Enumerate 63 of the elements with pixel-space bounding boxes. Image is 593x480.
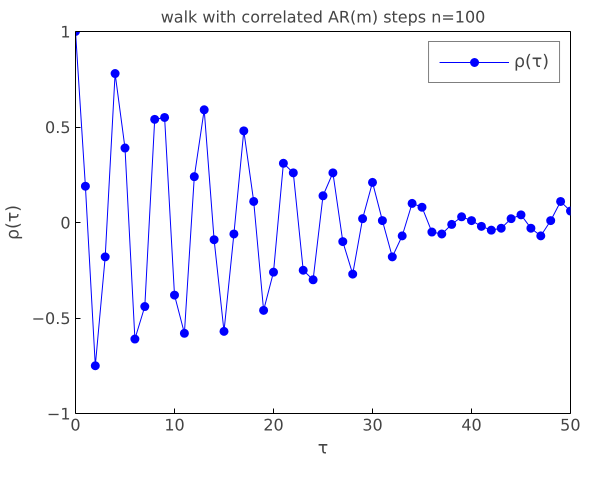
- x-tick-label: 20: [263, 416, 284, 434]
- point: [90, 361, 100, 370]
- x-tick-label: 50: [560, 416, 580, 434]
- x-tick-label: 10: [164, 416, 185, 434]
- point: [120, 144, 130, 152]
- point: [259, 306, 268, 315]
- point: [308, 275, 318, 284]
- point: [467, 216, 476, 226]
- point: [269, 268, 278, 277]
- point: [496, 224, 506, 233]
- legend-label: ρ(τ): [514, 52, 549, 72]
- point: [447, 220, 456, 229]
- point: [378, 216, 387, 226]
- point: [100, 252, 110, 262]
- point: [200, 105, 209, 114]
- point: [210, 235, 219, 244]
- point: [140, 302, 150, 312]
- point: [150, 114, 160, 124]
- point: [398, 231, 407, 240]
- point: [408, 198, 417, 208]
- point: [368, 178, 377, 187]
- point: [239, 126, 248, 136]
- x-tick-label: 40: [461, 416, 482, 434]
- point: [348, 270, 358, 279]
- point: [220, 326, 228, 336]
- point: [546, 216, 556, 226]
- point: [190, 172, 199, 182]
- point: [457, 212, 466, 222]
- point: [278, 158, 288, 168]
- point: [536, 231, 546, 240]
- point: [180, 328, 189, 338]
- point: [388, 252, 397, 262]
- point: [427, 228, 436, 237]
- point: [526, 224, 536, 233]
- point: [130, 334, 140, 344]
- y-axis-title: ρ(τ): [4, 205, 24, 240]
- y-tick-label: −0.5: [32, 309, 71, 328]
- point: [160, 112, 170, 122]
- point: [318, 191, 328, 200]
- point: [328, 168, 338, 178]
- x-tick-label: 30: [362, 416, 383, 434]
- point: [418, 202, 426, 212]
- point: [358, 214, 368, 224]
- point: [437, 229, 446, 238]
- point: [486, 226, 496, 235]
- y-tick-label: −1: [46, 404, 71, 424]
- point: [249, 197, 258, 206]
- point: [506, 214, 516, 224]
- y-tick-label: 1: [60, 22, 71, 42]
- point: [338, 237, 348, 246]
- point: [298, 266, 308, 275]
- y-tick-label: 0: [60, 214, 71, 232]
- point: [476, 222, 486, 231]
- x-axis-title: τ: [318, 438, 328, 458]
- point: [170, 290, 179, 300]
- y-tick-label: 0.5: [45, 118, 71, 137]
- point: [516, 210, 526, 220]
- point: [229, 229, 238, 238]
- chart-title: walk with correlated AR(m) steps n=100: [160, 8, 486, 26]
- point: [110, 69, 120, 78]
- point: [556, 197, 566, 206]
- point: [288, 168, 298, 178]
- point: [80, 182, 90, 191]
